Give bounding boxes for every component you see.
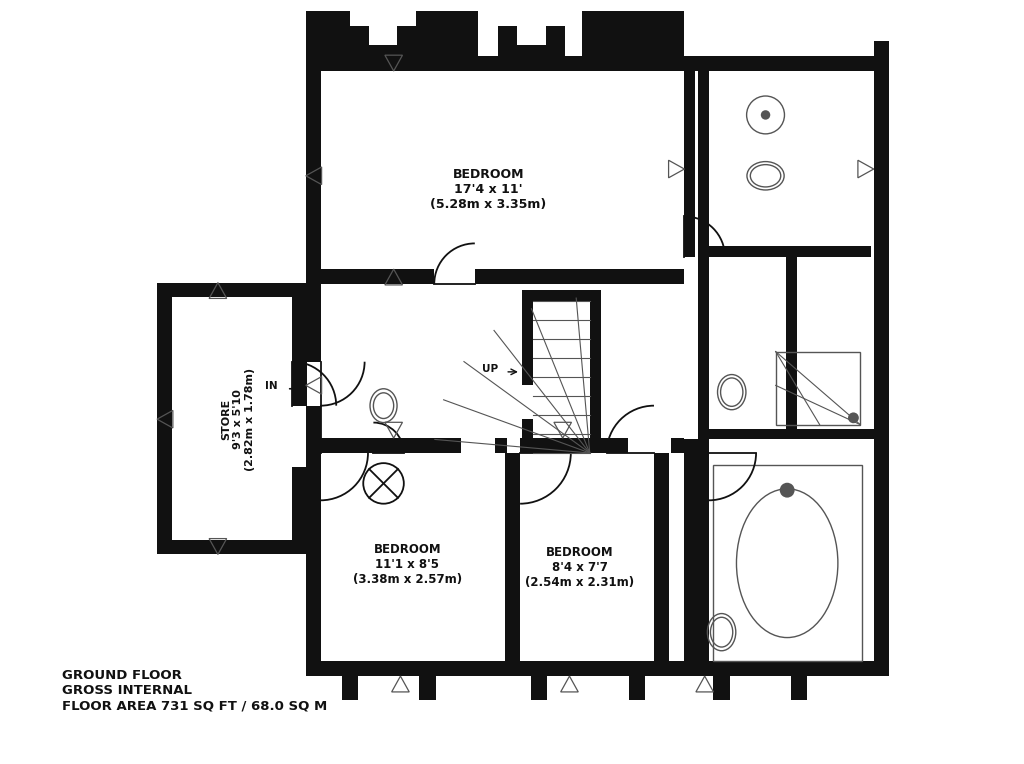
Bar [530,674,547,700]
Bar [350,45,416,56]
Text: IN: IN [265,380,278,390]
Bar [522,419,532,453]
Bar [654,453,669,676]
Bar [713,465,861,661]
Text: BEDROOM
17'4 x 11'
(5.28m x 3.35m): BEDROOM 17'4 x 11' (5.28m x 3.35m) [430,168,547,211]
Bar [698,56,889,71]
Bar [792,674,808,700]
Bar [306,406,321,453]
Bar [582,11,684,56]
Bar [350,26,369,56]
Bar [505,453,520,676]
Bar [520,438,629,453]
Bar [499,45,565,56]
Bar [342,674,357,700]
Bar [292,467,307,555]
Bar [776,351,860,425]
Bar [306,453,321,676]
Text: BEDROOM
11'1 x 8'5
(3.38m x 2.57m): BEDROOM 11'1 x 8'5 (3.38m x 2.57m) [352,543,462,586]
Bar [698,67,709,439]
Bar [306,661,873,676]
Text: GROUND FLOOR
GROSS INTERNAL
FLOOR AREA 731 SQ FT / 68.0 SQ M: GROUND FLOOR GROSS INTERNAL FLOOR AREA 7… [62,669,328,712]
Bar [306,56,321,284]
Bar [397,26,416,56]
Bar [416,11,478,56]
Bar [157,539,306,555]
Bar [785,256,797,429]
Bar [684,439,699,676]
Bar [420,674,435,700]
Bar [698,439,709,676]
Bar [306,438,461,453]
Bar [306,56,698,71]
Text: BEDROOM
8'4 x 7'7
(2.54m x 2.31m): BEDROOM 8'4 x 7'7 (2.54m x 2.31m) [525,546,634,590]
Bar [709,246,871,257]
Bar [629,674,645,700]
Bar [590,290,600,453]
Bar [684,67,695,257]
Bar [698,429,889,439]
Bar [157,283,306,297]
Bar [714,674,730,700]
Bar [522,290,532,385]
Text: UP: UP [481,364,498,374]
Bar [306,11,350,56]
Bar [157,284,172,555]
Bar [499,26,517,56]
Bar [546,26,565,56]
Circle shape [848,413,859,423]
Bar [475,269,684,284]
Text: STORE
9'3 x 5'10
(2.82m x 1.78m): STORE 9'3 x 5'10 (2.82m x 1.78m) [221,367,255,471]
Bar [495,438,507,453]
Bar [306,269,434,284]
Bar [292,297,307,406]
Circle shape [761,110,770,120]
Bar [873,41,889,676]
Bar [172,283,307,297]
Bar [306,284,321,361]
Bar [522,290,600,301]
Circle shape [779,483,795,497]
Bar [671,438,684,453]
